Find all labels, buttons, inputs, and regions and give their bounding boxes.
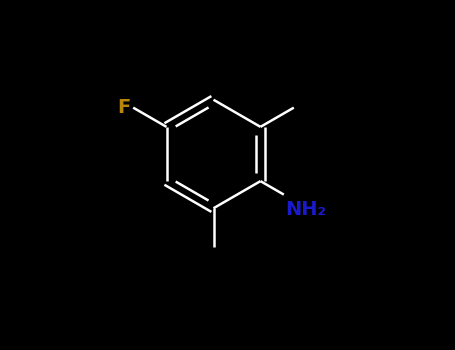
Text: F: F: [117, 98, 131, 117]
Text: NH₂: NH₂: [286, 200, 327, 219]
